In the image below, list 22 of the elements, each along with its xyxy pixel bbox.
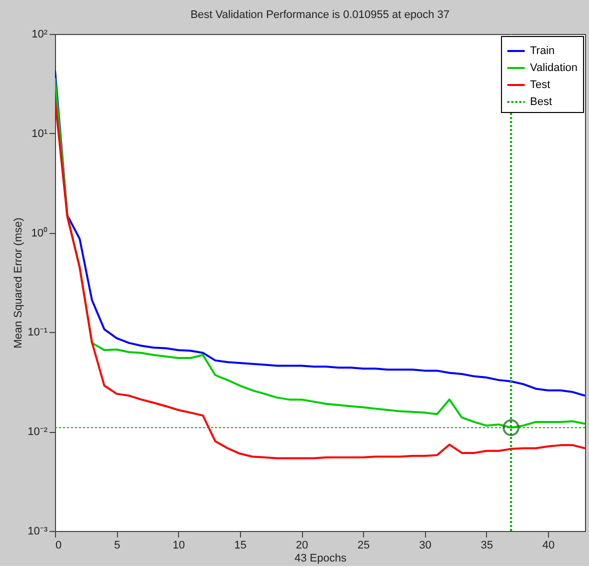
legend-label: Train	[530, 45, 555, 57]
y-tick-label: 10⁻¹	[28, 326, 48, 339]
y-tick-label: 10⁻³	[28, 526, 48, 538]
y-tick-label: 10¹	[32, 128, 48, 140]
legend-label: Validation	[530, 62, 578, 74]
y-axis-title: Mean Squared Error (mse)	[12, 218, 25, 348]
x-tick-label: 40	[542, 540, 555, 552]
x-tick-label: 35	[480, 540, 494, 552]
x-tick-label: 5	[114, 540, 120, 552]
x-tick-label: 25	[358, 540, 370, 552]
legend-label: Test	[530, 79, 550, 91]
ref-line-label: Best	[530, 96, 552, 108]
x-tick-label: 30	[419, 540, 432, 552]
y-tick-label: 10²	[32, 28, 48, 40]
x-tick-label: 10	[172, 540, 185, 552]
chart-title: Best Validation Performance is 0.010955 at epoch 37	[190, 9, 450, 21]
x-axis-title: 43 Epochs	[294, 552, 347, 564]
x-tick-label: 20	[296, 540, 308, 552]
x-tick-label: 0	[56, 540, 62, 552]
y-tick-label: 10⁰	[31, 226, 48, 240]
y-tick-label: 10⁻²	[28, 426, 48, 438]
x-tick-label: 15	[234, 540, 247, 552]
